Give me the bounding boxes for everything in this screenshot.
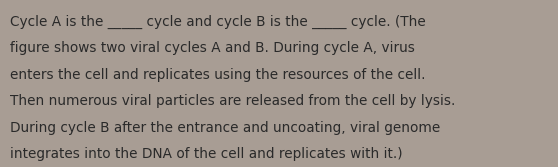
- Text: enters the cell and replicates using the resources of the cell.: enters the cell and replicates using the…: [10, 68, 426, 82]
- Text: Cycle A is the _____ cycle and cycle B is the _____ cycle. (The: Cycle A is the _____ cycle and cycle B i…: [10, 15, 426, 29]
- Text: figure shows two viral cycles A and B. During cycle A, virus: figure shows two viral cycles A and B. D…: [10, 41, 415, 55]
- Text: Then numerous viral particles are released from the cell by lysis.: Then numerous viral particles are releas…: [10, 94, 455, 108]
- Text: During cycle B after the entrance and uncoating, viral genome: During cycle B after the entrance and un…: [10, 121, 440, 135]
- Text: integrates into the DNA of the cell and replicates with it.): integrates into the DNA of the cell and …: [10, 147, 403, 161]
